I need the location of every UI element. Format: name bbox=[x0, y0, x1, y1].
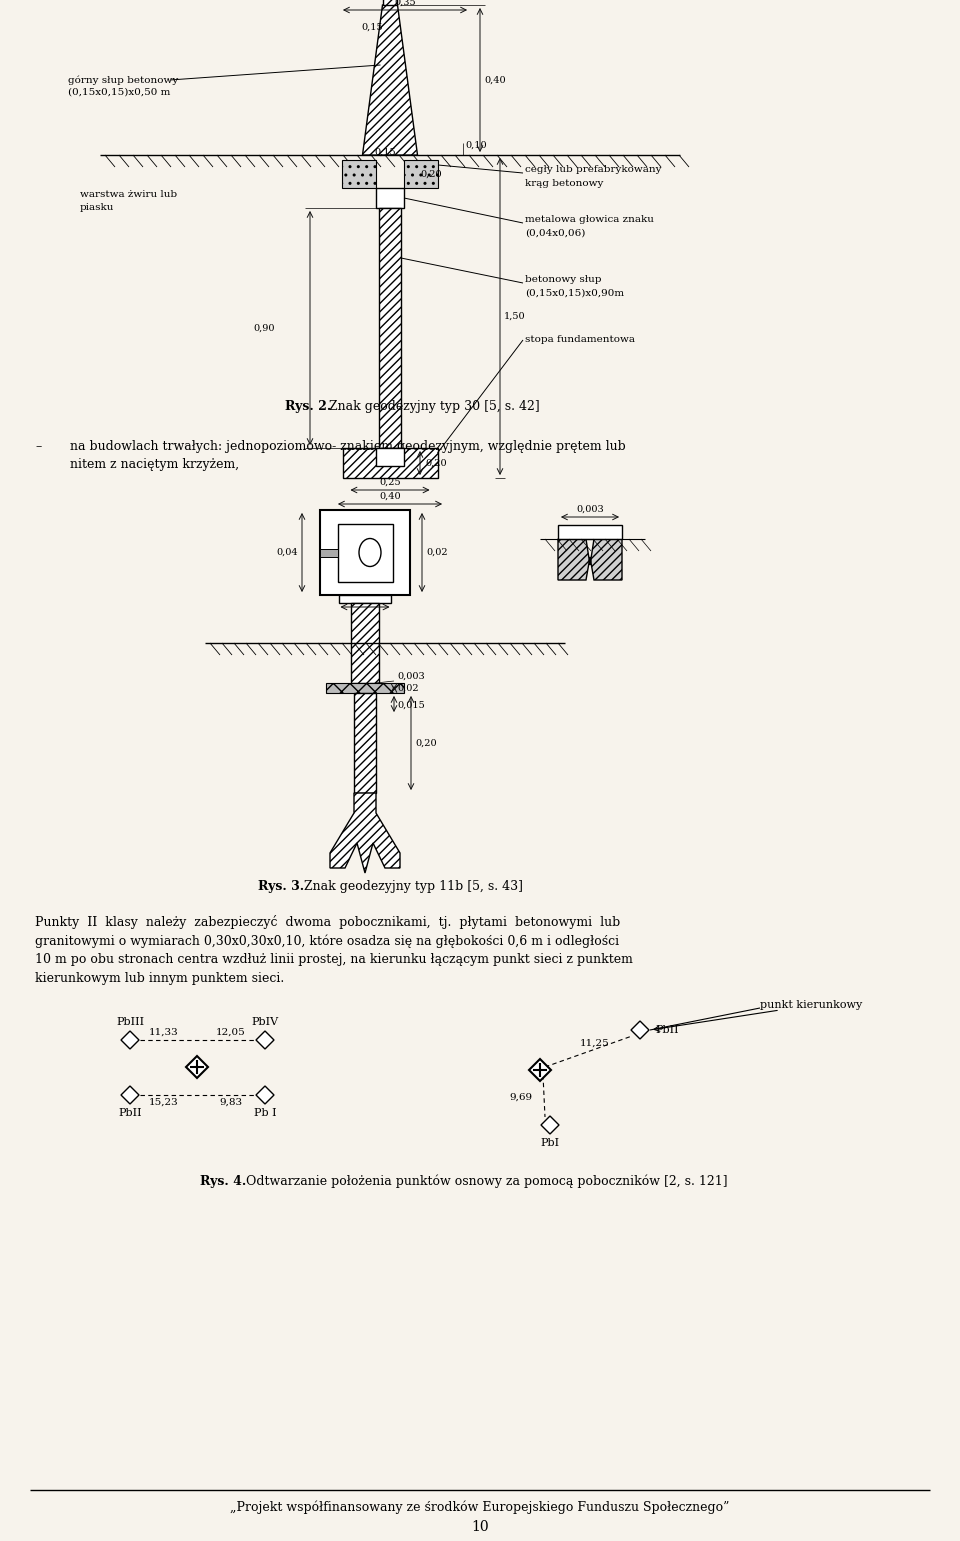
Text: na budowlach trwałych: jednopoziomowo- znakiem geodezyjnym, względnie prętem lub: na budowlach trwałych: jednopoziomowo- z… bbox=[70, 441, 626, 453]
Polygon shape bbox=[558, 539, 622, 579]
Text: 11,33: 11,33 bbox=[149, 1028, 179, 1037]
Bar bbox=[354, 693, 376, 794]
Text: PbII: PbII bbox=[655, 1025, 679, 1036]
Polygon shape bbox=[529, 1059, 551, 1080]
Text: piasku: piasku bbox=[80, 203, 114, 213]
Text: 0,15: 0,15 bbox=[361, 23, 383, 32]
Text: nitem z naciętym krzyżem,: nitem z naciętym krzyżem, bbox=[70, 458, 239, 472]
Bar bbox=[339, 595, 391, 603]
Bar bbox=[338, 524, 393, 581]
Text: –: – bbox=[35, 441, 41, 453]
Bar bbox=[376, 188, 404, 208]
Text: Punkty  II  klasy  należy  zabezpieczyć  dwoma  pobocznikami,  tj.  płytami  bet: Punkty II klasy należy zabezpieczyć dwom… bbox=[35, 915, 620, 929]
Polygon shape bbox=[121, 1031, 139, 1049]
Text: Odtwarzanie położenia punktów osnowy za pomocą poboczników [2, s. 121]: Odtwarzanie położenia punktów osnowy za … bbox=[242, 1174, 728, 1188]
Text: Pb I: Pb I bbox=[253, 1108, 276, 1119]
Text: warstwa żwiru lub: warstwa żwiru lub bbox=[80, 190, 178, 199]
Text: 0,04: 0,04 bbox=[276, 549, 298, 556]
Bar bbox=[343, 448, 438, 478]
Text: 0,003: 0,003 bbox=[576, 505, 604, 515]
Text: 0,20: 0,20 bbox=[415, 738, 437, 747]
Text: 12,05: 12,05 bbox=[216, 1028, 246, 1037]
Text: 10: 10 bbox=[471, 1519, 489, 1533]
Text: 1,50: 1,50 bbox=[504, 311, 526, 321]
Text: 0,003: 0,003 bbox=[397, 672, 424, 681]
Text: Znak geodezyjny typ 11b [5, s. 43]: Znak geodezyjny typ 11b [5, s. 43] bbox=[300, 880, 523, 892]
Bar bbox=[383, 0, 397, 5]
Polygon shape bbox=[363, 5, 418, 156]
Text: granitowymi o wymiarach 0,30x0,30x0,10, które osadza się na głębokości 0,6 m i o: granitowymi o wymiarach 0,30x0,30x0,10, … bbox=[35, 934, 619, 948]
Text: 0,15: 0,15 bbox=[374, 148, 396, 157]
Text: 0,06: 0,06 bbox=[354, 595, 375, 604]
Text: PbIV: PbIV bbox=[252, 1017, 278, 1026]
Text: 0,25: 0,25 bbox=[379, 478, 401, 487]
Polygon shape bbox=[256, 1031, 274, 1049]
Text: 15,23: 15,23 bbox=[149, 1099, 179, 1106]
Text: PbII: PbII bbox=[118, 1108, 142, 1119]
Bar bbox=[342, 160, 376, 188]
Text: 0,02: 0,02 bbox=[397, 684, 419, 692]
Polygon shape bbox=[541, 1116, 559, 1134]
Polygon shape bbox=[121, 1086, 139, 1103]
Text: 0,10: 0,10 bbox=[465, 140, 487, 149]
Bar bbox=[351, 603, 379, 683]
Text: Rys. 3.: Rys. 3. bbox=[258, 880, 304, 892]
Text: cegły lub prefabrykowany: cegły lub prefabrykowany bbox=[525, 165, 661, 174]
Text: (0,15x0,15)x0,90m: (0,15x0,15)x0,90m bbox=[525, 290, 624, 297]
Text: 0,20: 0,20 bbox=[420, 170, 442, 179]
Text: betonowy słup: betonowy słup bbox=[525, 274, 602, 284]
Polygon shape bbox=[256, 1086, 274, 1103]
Text: metalowa głowica znaku: metalowa głowica znaku bbox=[525, 216, 654, 223]
Bar bbox=[320, 510, 410, 595]
Text: górny słup betonowy: górny słup betonowy bbox=[68, 76, 179, 85]
Text: 0,20: 0,20 bbox=[425, 459, 446, 467]
Text: „Projekt współfinansowany ze środków Europejskiego Funduszu Społecznego”: „Projekt współfinansowany ze środków Eur… bbox=[230, 1499, 730, 1513]
Bar bbox=[376, 448, 404, 465]
Text: Znak geodezyjny typ 30 [5, s. 42]: Znak geodezyjny typ 30 [5, s. 42] bbox=[325, 401, 540, 413]
Text: krąg betonowy: krąg betonowy bbox=[525, 179, 604, 188]
Text: 0,90: 0,90 bbox=[253, 324, 275, 333]
Text: Rys. 4.: Rys. 4. bbox=[200, 1174, 247, 1188]
Text: 9,69: 9,69 bbox=[509, 1093, 532, 1102]
Text: kierunkowym lub innym punktem sieci.: kierunkowym lub innym punktem sieci. bbox=[35, 972, 284, 985]
Text: stopa fundamentowa: stopa fundamentowa bbox=[525, 334, 635, 344]
Text: 11,25: 11,25 bbox=[580, 1039, 610, 1048]
Bar bbox=[404, 160, 438, 188]
Text: 10 m po obu stronach centra wzdłuż linii prostej, na kierunku łączącym punkt sie: 10 m po obu stronach centra wzdłuż linii… bbox=[35, 952, 633, 966]
Text: 0,40: 0,40 bbox=[484, 76, 506, 85]
Polygon shape bbox=[330, 794, 400, 874]
Text: 0,40: 0,40 bbox=[379, 492, 401, 501]
Text: punkt kierunkowy: punkt kierunkowy bbox=[760, 1000, 862, 1009]
Text: 9,83: 9,83 bbox=[220, 1099, 243, 1106]
Polygon shape bbox=[186, 1056, 208, 1079]
Text: Rys. 2.: Rys. 2. bbox=[285, 401, 331, 413]
Bar bbox=[558, 525, 622, 539]
Text: PbIII: PbIII bbox=[116, 1017, 144, 1026]
Text: (0,15x0,15)x0,50 m: (0,15x0,15)x0,50 m bbox=[68, 88, 170, 97]
Polygon shape bbox=[631, 1022, 649, 1039]
Text: PbI: PbI bbox=[540, 1137, 560, 1148]
Text: (0,04x0,06): (0,04x0,06) bbox=[525, 230, 586, 237]
Bar bbox=[320, 549, 338, 556]
Text: 0,35: 0,35 bbox=[395, 0, 416, 8]
Text: 0,015: 0,015 bbox=[397, 701, 424, 709]
Text: 0,02: 0,02 bbox=[426, 549, 447, 556]
Bar bbox=[379, 208, 401, 448]
Bar bbox=[326, 683, 404, 693]
